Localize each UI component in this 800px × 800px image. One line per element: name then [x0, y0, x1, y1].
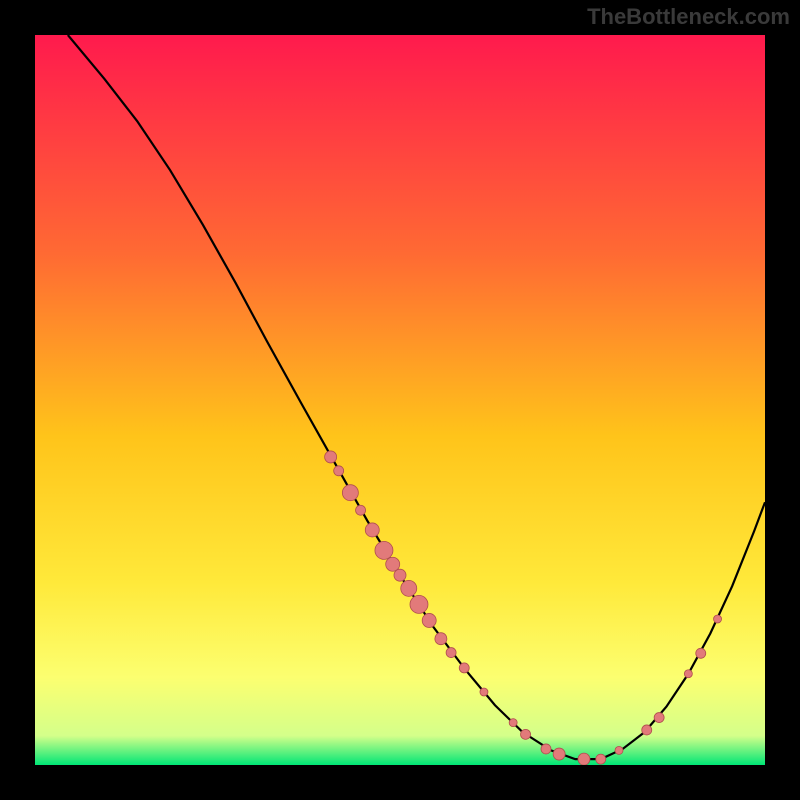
curve-marker [642, 725, 652, 735]
watermark-text: TheBottleneck.com [587, 4, 790, 30]
plot-area [35, 35, 765, 765]
curve-marker [654, 713, 664, 723]
curve-marker [541, 744, 551, 754]
curve-marker [422, 613, 436, 627]
curve-marker [446, 648, 456, 658]
curve-marker [325, 451, 337, 463]
curve-markers [325, 451, 722, 765]
curve-marker [375, 541, 393, 559]
curve-marker [714, 615, 722, 623]
curve-marker [334, 466, 344, 476]
curve-marker [553, 748, 565, 760]
curve-marker [410, 595, 428, 613]
curve-marker [435, 633, 447, 645]
curve-marker [342, 485, 358, 501]
curve-marker [596, 754, 606, 764]
curve-marker [578, 753, 590, 765]
curve-layer [35, 35, 765, 765]
curve-marker [615, 746, 623, 754]
bottleneck-curve [68, 35, 765, 759]
curve-marker [401, 580, 417, 596]
curve-marker [480, 688, 488, 696]
curve-marker [365, 523, 379, 537]
chart-frame: TheBottleneck.com [0, 0, 800, 800]
curve-marker [459, 663, 469, 673]
curve-marker [356, 505, 366, 515]
curve-marker [521, 729, 531, 739]
curve-marker [684, 670, 692, 678]
curve-marker [394, 569, 406, 581]
curve-marker [386, 557, 400, 571]
curve-marker [509, 719, 517, 727]
curve-marker [696, 648, 706, 658]
